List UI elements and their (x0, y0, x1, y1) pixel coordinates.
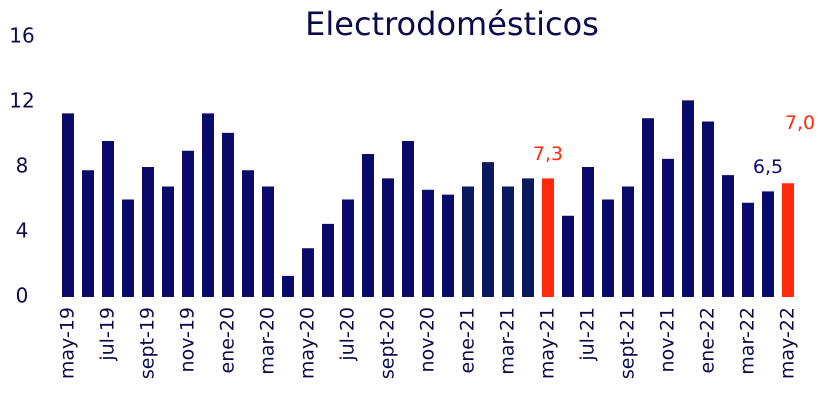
bar (782, 183, 794, 297)
bar (202, 113, 214, 297)
bar (142, 167, 154, 297)
x-tick-label: mar-21 (497, 307, 519, 375)
y-tick-label: 4 (16, 219, 29, 243)
y-tick-label: 16 (9, 24, 34, 48)
bar (462, 186, 474, 297)
bar (302, 248, 314, 297)
bar (102, 141, 114, 297)
value-label: 7,0 (785, 112, 815, 134)
x-tick-label: jul-20 (337, 307, 359, 362)
x-tick-label: nov-20 (417, 307, 439, 372)
x-tick-label: ene-20 (217, 307, 239, 373)
value-label: 6,5 (753, 156, 783, 178)
x-tick-label: may-21 (537, 307, 559, 379)
bar (322, 223, 334, 297)
bar (482, 162, 494, 297)
x-tick-label: ene-21 (457, 307, 479, 373)
bar (502, 186, 514, 297)
x-tick-label: nov-19 (177, 307, 199, 372)
bar (162, 186, 174, 297)
value-label: 7,3 (533, 143, 563, 165)
x-tick-label: ene-22 (697, 307, 719, 373)
y-tick-label: 0 (16, 284, 29, 308)
y-tick-label: 12 (9, 89, 34, 113)
bar (282, 275, 294, 297)
bar (542, 178, 554, 297)
bar (762, 191, 774, 297)
bar (242, 170, 254, 297)
bar (122, 199, 134, 297)
x-tick-label: sept-19 (137, 307, 159, 379)
bar (442, 194, 454, 297)
chart-title: Electrodomésticos (305, 5, 599, 43)
bar (602, 199, 614, 297)
bar (642, 118, 654, 297)
x-tick-label: jul-21 (577, 307, 599, 362)
bar (362, 154, 374, 297)
bar (582, 167, 594, 297)
x-tick-label: mar-20 (257, 307, 279, 375)
bar (402, 141, 414, 297)
bar (682, 100, 694, 297)
bar (522, 178, 534, 297)
x-tick-label: nov-21 (657, 307, 679, 372)
x-tick-label: may-20 (297, 307, 319, 379)
x-tick-label: sept-21 (617, 307, 639, 379)
x-tick-label: may-22 (777, 307, 799, 379)
bar (662, 158, 674, 297)
bar (742, 202, 754, 297)
x-tick-label: mar-22 (737, 307, 759, 375)
x-tick-label: jul-19 (97, 307, 119, 362)
x-tick-label: sept-20 (377, 307, 399, 379)
bar (622, 186, 634, 297)
bar (382, 178, 394, 297)
y-tick-label: 8 (16, 154, 29, 178)
bar (62, 113, 74, 297)
bar (562, 215, 574, 297)
bar (342, 199, 354, 297)
bar (422, 189, 434, 297)
x-tick-label: may-19 (57, 307, 79, 379)
bar (262, 186, 274, 297)
bar (82, 170, 94, 297)
bar (702, 121, 714, 297)
bar (182, 150, 194, 297)
bar (222, 132, 234, 297)
bar (722, 175, 734, 297)
